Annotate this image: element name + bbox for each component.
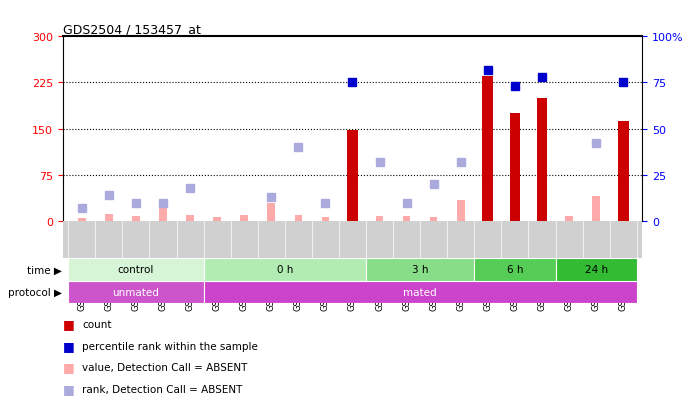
Bar: [295, 216, 302, 222]
Text: 6 h: 6 h: [507, 265, 524, 275]
Bar: [214, 217, 221, 222]
Text: count: count: [82, 319, 112, 329]
Text: time ▶: time ▶: [27, 265, 62, 275]
Text: ■: ■: [63, 361, 75, 374]
Text: control: control: [118, 265, 154, 275]
Text: ■: ■: [63, 339, 75, 352]
Text: 0 h: 0 h: [276, 265, 293, 275]
Text: value, Detection Call = ABSENT: value, Detection Call = ABSENT: [82, 362, 248, 372]
Bar: [457, 200, 465, 222]
Text: protocol ▶: protocol ▶: [8, 287, 62, 297]
Bar: [204, 259, 366, 281]
Text: ■: ■: [63, 382, 75, 395]
Bar: [159, 200, 167, 222]
Text: mated: mated: [403, 287, 437, 297]
Text: GDS2504 / 153457_at: GDS2504 / 153457_at: [63, 23, 201, 36]
Text: percentile rank within the sample: percentile rank within the sample: [82, 341, 258, 351]
Bar: [240, 216, 248, 222]
Bar: [68, 259, 204, 281]
Bar: [510, 114, 520, 222]
Bar: [132, 217, 140, 222]
Bar: [78, 218, 86, 222]
Bar: [366, 259, 475, 281]
Bar: [376, 217, 383, 222]
Text: rank, Detection Call = ABSENT: rank, Detection Call = ABSENT: [82, 384, 243, 394]
Bar: [204, 281, 637, 304]
Bar: [565, 217, 573, 222]
Bar: [482, 77, 493, 222]
Bar: [267, 203, 275, 222]
Bar: [105, 214, 112, 222]
Bar: [537, 99, 547, 222]
Bar: [347, 131, 358, 222]
Bar: [475, 259, 556, 281]
Bar: [593, 197, 600, 222]
Text: ■: ■: [63, 318, 75, 331]
Text: 24 h: 24 h: [585, 265, 608, 275]
Text: 3 h: 3 h: [412, 265, 429, 275]
Bar: [186, 216, 194, 222]
Bar: [322, 217, 329, 222]
Bar: [403, 217, 410, 222]
Bar: [68, 281, 204, 304]
Bar: [430, 218, 438, 222]
Bar: [556, 259, 637, 281]
Text: unmated: unmated: [112, 287, 159, 297]
Bar: [618, 122, 629, 222]
